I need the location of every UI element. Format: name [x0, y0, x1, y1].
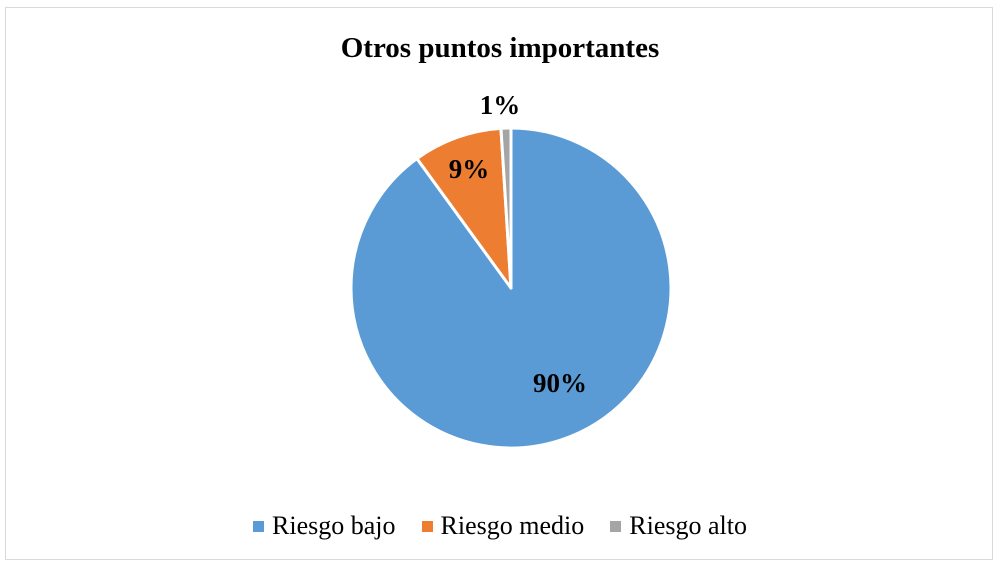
legend-item-riesgo-bajo: Riesgo bajo — [253, 511, 396, 541]
data-label-riesgo-medio: 9% — [449, 154, 490, 184]
legend-swatch-riesgo-alto — [610, 520, 622, 532]
chart-title: Otros puntos importantes — [340, 32, 660, 64]
data-label-riesgo-alto: 1% — [480, 90, 521, 120]
chart-legend: Riesgo bajo Riesgo medio Riesgo alto — [0, 511, 1000, 541]
legend-item-riesgo-alto: Riesgo alto — [610, 511, 747, 541]
legend-label-riesgo-bajo: Riesgo bajo — [272, 511, 396, 540]
pie-slice-riesgo-alto — [499, 126, 513, 290]
legend-swatch-riesgo-bajo — [253, 520, 265, 532]
legend-item-riesgo-medio: Riesgo medio — [421, 511, 585, 541]
pie-slice-riesgo-medio — [415, 126, 513, 290]
legend-label-riesgo-medio: Riesgo medio — [440, 511, 585, 540]
data-label-riesgo-bajo: 90% — [533, 368, 587, 398]
legend-swatch-riesgo-medio — [421, 520, 433, 532]
legend-label-riesgo-alto: Riesgo alto — [629, 511, 747, 540]
